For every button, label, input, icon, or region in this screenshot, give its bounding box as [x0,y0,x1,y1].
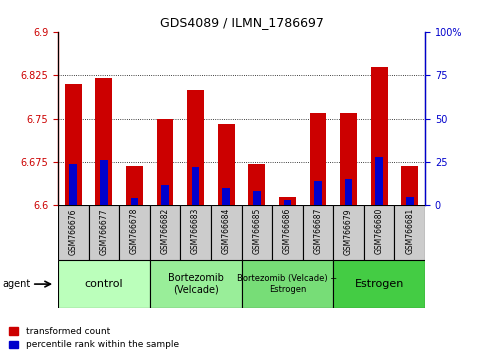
FancyBboxPatch shape [211,205,242,260]
Text: GSM766686: GSM766686 [283,208,292,255]
Text: Bortezomib
(Velcade): Bortezomib (Velcade) [168,273,224,295]
FancyBboxPatch shape [88,205,119,260]
FancyBboxPatch shape [242,205,272,260]
Bar [126,166,143,205]
Bar [279,196,296,205]
FancyBboxPatch shape [242,260,333,308]
Text: control: control [85,279,123,289]
Text: GSM766683: GSM766683 [191,208,200,255]
Bar [340,113,357,205]
Text: GSM766685: GSM766685 [252,208,261,255]
Text: GSM766676: GSM766676 [69,208,78,255]
Title: GDS4089 / ILMN_1786697: GDS4089 / ILMN_1786697 [159,16,324,29]
FancyBboxPatch shape [333,260,425,308]
FancyBboxPatch shape [58,260,150,308]
Bar [345,179,353,205]
Legend: transformed count, percentile rank within the sample: transformed count, percentile rank withi… [9,327,179,349]
FancyBboxPatch shape [150,260,242,308]
Bar [314,181,322,205]
Bar [161,184,169,205]
Text: Bortezomib (Velcade) +
Estrogen: Bortezomib (Velcade) + Estrogen [237,274,338,294]
Bar [65,84,82,205]
FancyBboxPatch shape [333,205,364,260]
Text: Estrogen: Estrogen [355,279,404,289]
FancyBboxPatch shape [150,205,180,260]
Bar [70,164,77,205]
Bar [401,166,418,205]
Bar [222,188,230,205]
FancyBboxPatch shape [272,205,303,260]
Bar [406,197,413,205]
Text: GSM766680: GSM766680 [375,208,384,255]
Bar [284,200,291,205]
FancyBboxPatch shape [364,205,395,260]
Bar [248,164,265,205]
Text: GSM766678: GSM766678 [130,208,139,255]
Text: agent: agent [2,279,30,289]
Text: GSM766682: GSM766682 [160,208,170,254]
Text: GSM766681: GSM766681 [405,208,414,254]
Bar [253,192,261,205]
Bar [218,124,235,205]
Text: GSM766679: GSM766679 [344,208,353,255]
Text: GSM766687: GSM766687 [313,208,323,255]
FancyBboxPatch shape [58,205,88,260]
Bar [100,160,108,205]
FancyBboxPatch shape [180,205,211,260]
Text: GSM766677: GSM766677 [99,208,108,255]
Bar [371,67,387,205]
FancyBboxPatch shape [303,205,333,260]
FancyBboxPatch shape [119,205,150,260]
Bar [375,157,383,205]
FancyBboxPatch shape [395,205,425,260]
Text: GSM766684: GSM766684 [222,208,231,255]
Bar [192,167,199,205]
Bar [310,113,327,205]
Bar [187,90,204,205]
Bar [96,78,112,205]
Bar [156,119,173,205]
Bar [130,198,138,205]
